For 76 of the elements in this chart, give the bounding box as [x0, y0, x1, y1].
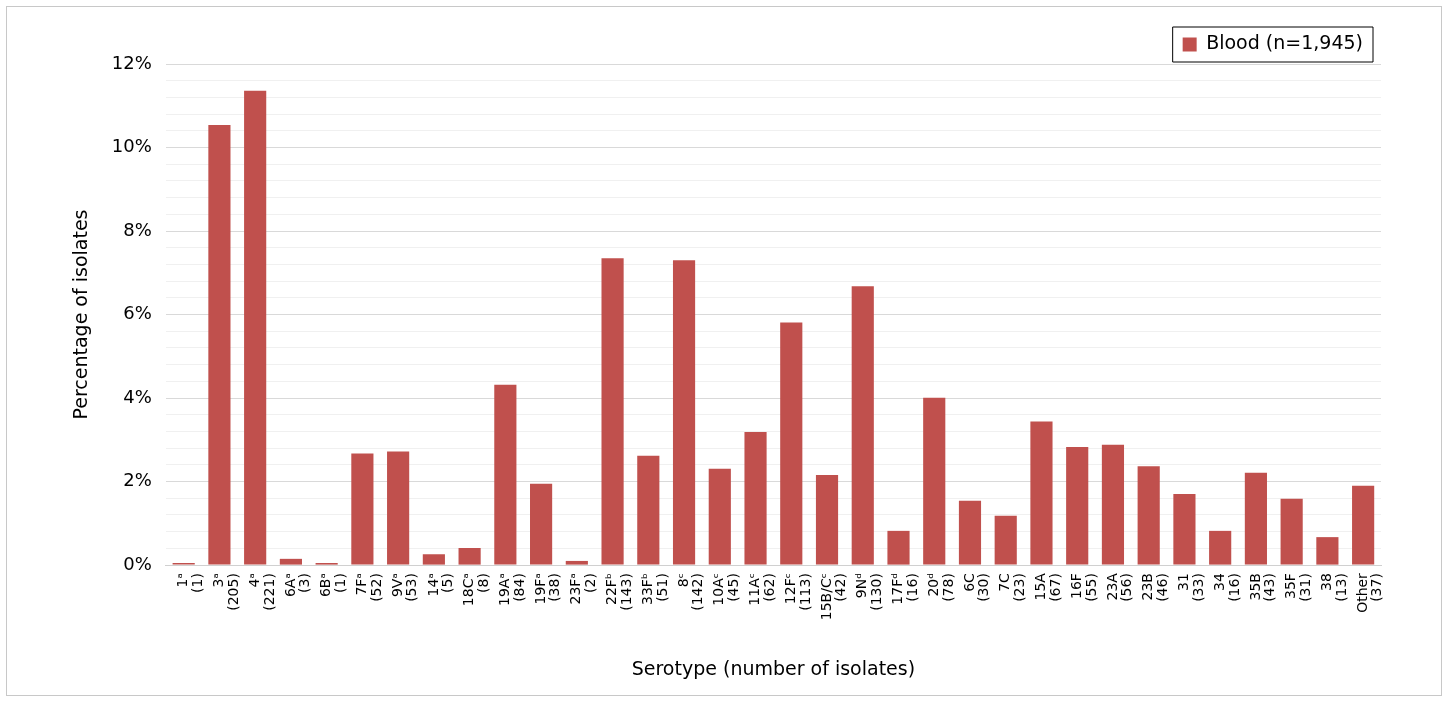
bar [780, 322, 803, 565]
bar [601, 258, 624, 565]
bar [1066, 446, 1089, 565]
x-tick-label: 10Aᶜ (45) [710, 573, 742, 606]
y-tick-label: 4% [123, 385, 152, 407]
x-tick-label: 18Cᵃ (8) [460, 573, 491, 607]
bar [1352, 485, 1375, 565]
bar [530, 483, 553, 565]
x-tick-label: 15B/Cᶜ (42) [817, 573, 849, 621]
bar [744, 431, 767, 565]
bar [958, 500, 982, 565]
x-tick-label: 33Fᵇ (51) [638, 573, 670, 605]
bar [851, 286, 874, 565]
x-tick-label: 11Aᶜ (62) [746, 573, 777, 606]
bar [458, 547, 481, 565]
x-tick-label: 34 (16) [1210, 573, 1242, 602]
bar [1173, 494, 1196, 565]
bar [1137, 466, 1160, 565]
bar [1316, 537, 1339, 565]
x-axis-title: Serotype (number of isolates) [631, 656, 916, 679]
y-tick-label: 2% [123, 469, 152, 491]
x-tick-label: 19Fᵃ (38) [531, 573, 563, 605]
bar [994, 515, 1017, 565]
x-tick-label: 23B (46) [1139, 573, 1171, 602]
bar [1101, 444, 1125, 565]
bar [1030, 421, 1053, 565]
x-tick-label: 17Fᵈ (16) [889, 573, 920, 605]
y-tick-label: 12% [111, 51, 152, 73]
bar [494, 384, 517, 565]
bar [637, 455, 660, 565]
x-tick-label: 20ᵈ (78) [924, 573, 956, 602]
x-tick-label: 7C (23) [996, 572, 1028, 602]
bar [887, 530, 910, 565]
x-tick-label: 8ᶜ (142) [674, 573, 706, 611]
x-tick-label: 22Fᵇ (143) [603, 573, 634, 611]
bar [387, 451, 410, 565]
x-tick-label: 35B (43) [1246, 573, 1278, 602]
x-tick-label: 9Vᵃ (53) [388, 573, 420, 602]
x-tick-label: 1ᵃ (1) [174, 573, 206, 593]
bar [565, 560, 588, 565]
bar [708, 468, 731, 565]
x-tick-label: Other (37) [1353, 572, 1385, 613]
y-tick-label: 6% [123, 302, 152, 324]
x-tick-label: 3ᵃ (205) [210, 573, 241, 611]
bar [815, 474, 839, 565]
bar [279, 558, 302, 565]
bar [244, 90, 267, 565]
bar [422, 554, 445, 565]
x-tick-label: 16F (55) [1067, 573, 1099, 602]
bar [923, 397, 946, 565]
x-tick-label: 31 (33) [1175, 573, 1206, 602]
x-tick-label: 15A (67) [1032, 572, 1063, 602]
x-tick-label: 7Fᵃ (52) [353, 573, 384, 602]
bar [351, 453, 374, 565]
x-tick-label: 9Nᵈ (130) [853, 573, 885, 611]
x-tick-label: 6C (30) [960, 572, 992, 602]
bar [1209, 530, 1232, 565]
y-tick-label: 8% [123, 218, 152, 240]
bar [1244, 472, 1267, 565]
x-tick-label: 14ᵃ (5) [424, 573, 456, 597]
y-axis-title: Percentage of isolates [69, 209, 92, 420]
x-tick-label: 12Fᶜ (113) [781, 573, 813, 611]
bar [208, 124, 231, 565]
x-tick-label: 23A (56) [1103, 572, 1135, 602]
bar [1280, 498, 1303, 565]
y-tick-label: 0% [123, 552, 152, 574]
x-tick-label: 4ᵃ (221) [245, 573, 277, 611]
legend-label: Blood (n=1,945) [1206, 31, 1363, 54]
x-tick-label: 23Fᵃ (2) [567, 573, 599, 605]
x-tick-label: 6Bᵃ (1) [317, 573, 348, 598]
bar [672, 260, 696, 565]
y-tick-label: 10% [111, 135, 152, 157]
x-tick-label: 35F (31) [1282, 573, 1313, 602]
x-tick-label: 19Aᵃ (84) [495, 573, 527, 606]
x-tick-label: 38 (13) [1318, 573, 1349, 602]
x-tick-label: 6Aᵃ (3) [281, 573, 313, 598]
